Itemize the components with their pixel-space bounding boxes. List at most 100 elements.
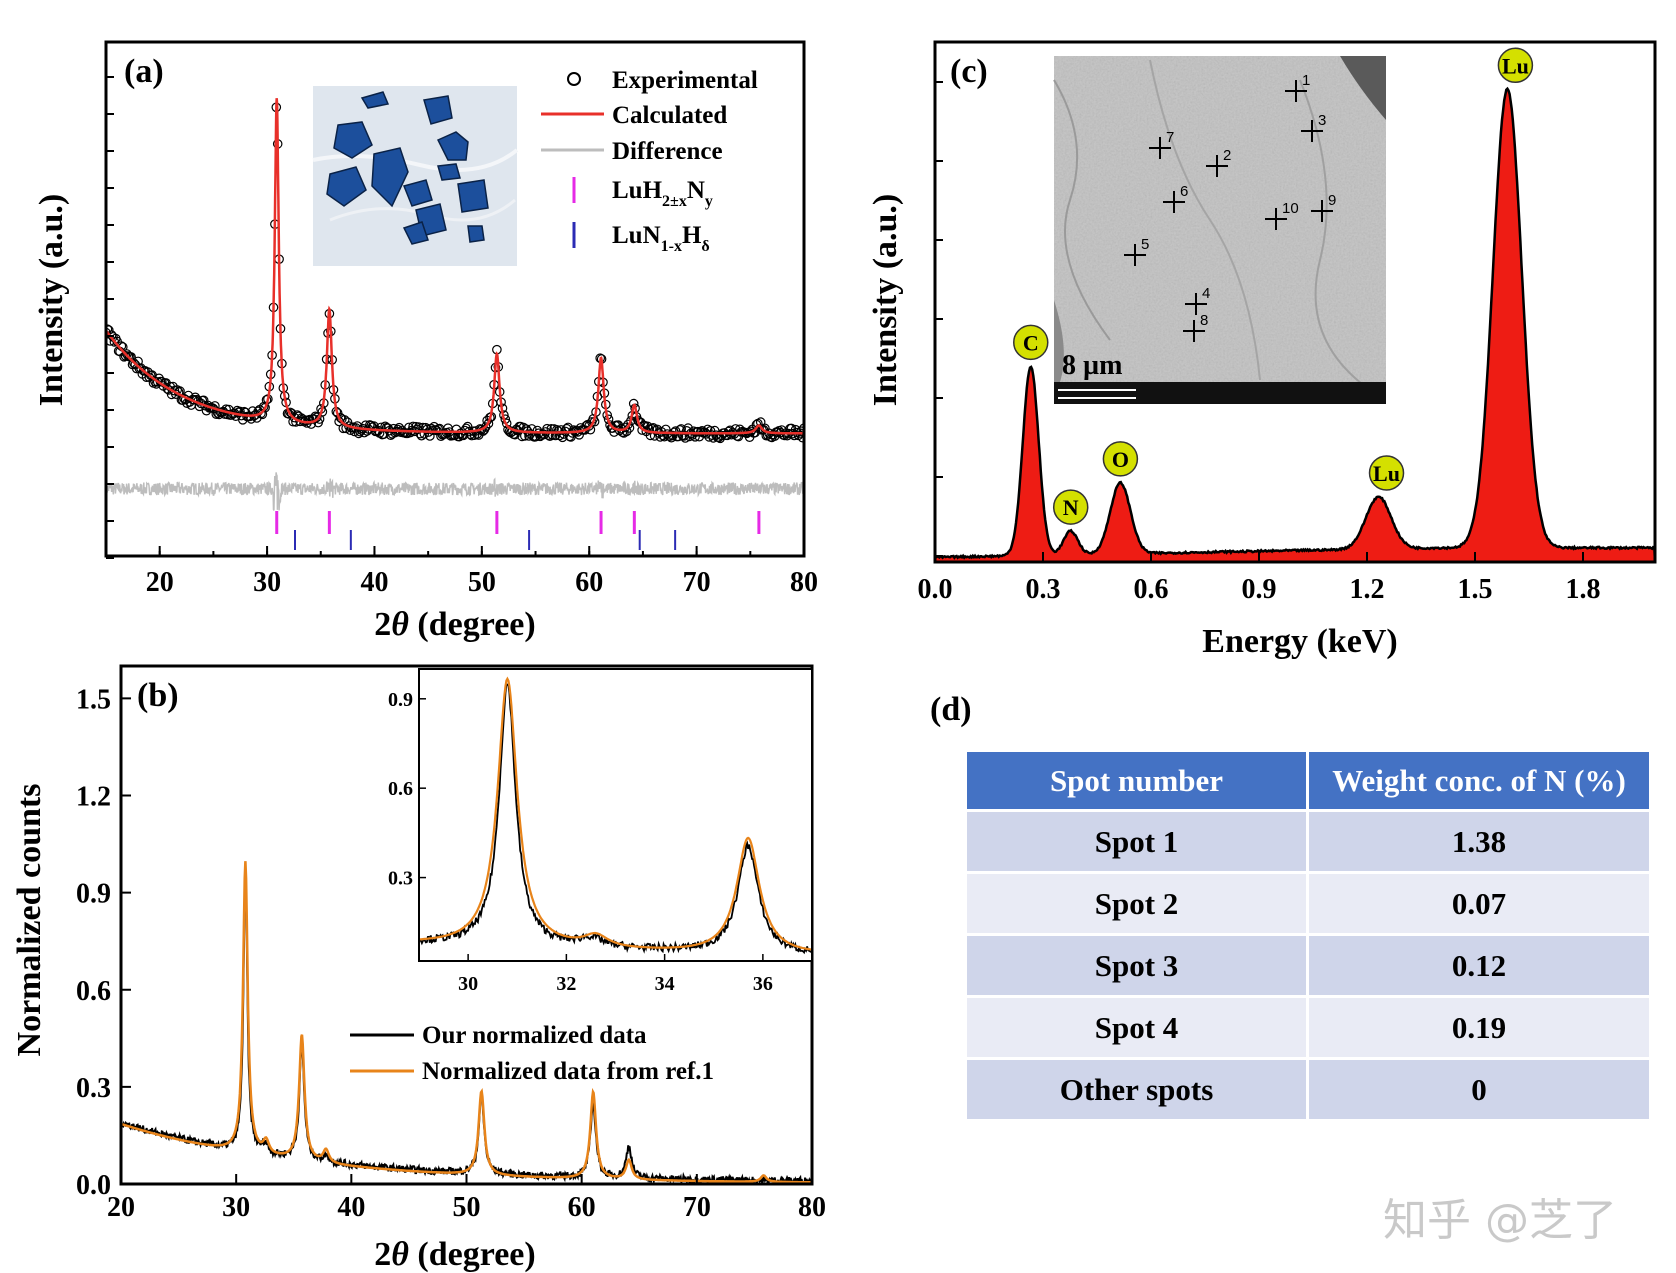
peak-marker-circle — [1052, 489, 1089, 525]
value-cell: 0.12 — [1309, 936, 1652, 998]
spot-number: 5 — [1141, 236, 1149, 253]
normalized-comparison-panel: 20 30 40 50 60 70 80 0.0 0.3 0.6 0.9 1.2 1.5 (b) Nor… — [11, 664, 826, 1273]
value-cell: 0.07 — [1309, 874, 1652, 936]
peak-marker-circle — [1497, 47, 1534, 84]
experimental-point — [716, 430, 727, 441]
legend-experimental: Experimental — [612, 67, 758, 94]
x-tick-label: 0.9 — [1242, 574, 1277, 605]
scale-bar-label: 8 µm — [1062, 350, 1122, 381]
x-tick-label: 20 — [107, 1192, 135, 1223]
peak-marker: Lu — [1497, 47, 1534, 84]
spot-number: 8 — [1200, 312, 1208, 329]
peak-marker-circle — [1013, 324, 1049, 361]
spot-cell: Other spots — [967, 1060, 1309, 1122]
experimental-point — [620, 422, 631, 433]
peak-marker: C — [1013, 324, 1049, 361]
calculated-curve — [106, 98, 804, 435]
axis-ticks: 0.0 0.3 0.6 0.9 1.2 1.5 1.8 — [918, 81, 1601, 605]
x-tick-label: 50 — [453, 1192, 481, 1223]
value-cell: 0.19 — [1309, 998, 1652, 1060]
peak-label: Lu — [1502, 53, 1529, 78]
inset-series-our — [419, 683, 812, 955]
table-row: Other spots 0 — [967, 1060, 1652, 1122]
sem-spot-marker: 7 — [1149, 129, 1174, 159]
inset-x-tick-label: 32 — [556, 973, 576, 995]
y-tick-label: 0.3 — [76, 1073, 111, 1104]
experimental-point — [306, 419, 316, 429]
inset-y-tick-label: 0.3 — [388, 868, 413, 890]
peak-label: Lu — [1373, 461, 1400, 486]
inset-x-tick-label: 34 — [655, 973, 675, 995]
y-tick-label: 0.6 — [76, 976, 111, 1007]
spot-cell: Spot 1 — [967, 812, 1309, 874]
x-tick-label: 80 — [798, 1192, 826, 1223]
legend-our: Our normalized data — [422, 1022, 647, 1049]
spot-cell: Spot 3 — [967, 936, 1309, 998]
panel-label-c: (c) — [950, 53, 988, 90]
peak-marker-circle — [1368, 455, 1405, 491]
peak-marker-circle — [1102, 441, 1139, 477]
peak-marker: N — [1052, 489, 1089, 525]
experimental-point — [311, 412, 322, 423]
sem-spot-marker: 8 — [1183, 312, 1208, 342]
spot-number: 2 — [1223, 147, 1231, 164]
x-tick-label: 1.2 — [1350, 574, 1385, 605]
x-tick-label: 30 — [222, 1192, 250, 1223]
y-axis-title: Intensity (a.u.) — [33, 194, 70, 407]
sem-spot-marker: 2 — [1206, 147, 1231, 177]
spot-number: 3 — [1318, 112, 1326, 129]
spot-number: 1 — [1302, 72, 1310, 89]
x-tick-label: 80 — [790, 567, 818, 598]
spot-cell: Spot 2 — [967, 874, 1309, 936]
eds-plot-area: C N O Lu Lu — [935, 47, 1655, 562]
xrd-refinement-panel: 20 30 40 50 60 70 80 (a) Intensity (a.u.) 2θ (… — [33, 40, 818, 643]
experimental-point — [617, 427, 628, 437]
sample-photo-inset — [312, 86, 519, 266]
spot-number: 6 — [1180, 183, 1188, 200]
spot-number: 10 — [1282, 200, 1299, 217]
x-tick-label: 50 — [468, 567, 496, 598]
sem-spot-marker: 3 — [1301, 112, 1326, 142]
inset-series-ref — [419, 676, 812, 951]
x-tick-label: 70 — [683, 567, 711, 598]
experimental-point — [709, 425, 720, 436]
difference-curve — [106, 472, 804, 511]
x-tick-label: 60 — [568, 1192, 596, 1223]
plot-frame — [933, 40, 1657, 564]
plot-frame — [104, 40, 806, 558]
y-tick-label: 1.5 — [76, 684, 111, 715]
table-row: Spot 3 0.12 — [967, 936, 1652, 998]
x-tick-label: 70 — [683, 1192, 711, 1223]
inset-y-tick-label: 0.9 — [388, 689, 413, 711]
x-tick-label: 0.3 — [1026, 574, 1061, 605]
peak-label: O — [1112, 447, 1129, 472]
nitrogen-concentration-table: Spot number Weight conc. of N (%) Spot 1… — [967, 752, 1652, 1122]
header-weight-conc: Weight conc. of N (%) — [1309, 752, 1652, 812]
inset-frame — [418, 668, 813, 962]
value-cell: 0 — [1309, 1060, 1652, 1122]
experimental-point — [120, 350, 131, 361]
sem-spot-marker: 1 — [1285, 72, 1310, 102]
x-tick-label: 0.0 — [918, 574, 953, 605]
sem-spot-marker: 5 — [1124, 236, 1149, 266]
legend-ref: Normalized data from ref.1 — [422, 1058, 714, 1085]
x-axis-title: Energy (keV) — [1202, 623, 1397, 660]
table-row: Spot 4 0.19 — [967, 998, 1652, 1060]
panel-label-d: (d) — [930, 691, 972, 728]
sem-spot-marker: 9 — [1311, 192, 1336, 222]
x-tick-label: 60 — [575, 567, 603, 598]
inset-x-tick-label: 30 — [458, 973, 478, 995]
x-axis-title: 2θ (degree) — [374, 1236, 535, 1273]
y-axis-title: Normalized counts — [11, 784, 48, 1057]
x-tick-label: 1.5 — [1458, 574, 1493, 605]
inset-x-tick-label: 36 — [753, 973, 773, 995]
panel-label-b: (b) — [137, 677, 179, 714]
spot-cell: Spot 4 — [967, 998, 1309, 1060]
experimental-point — [543, 430, 554, 440]
legend-calculated: Calculated — [612, 102, 727, 129]
legend-luh: LuH2±xNy — [612, 177, 713, 210]
inset-y-tick-label: 0.6 — [388, 778, 413, 800]
legend-lun: LuN1-xHδ — [612, 222, 710, 255]
spot-number: 7 — [1166, 129, 1174, 146]
panel-label-a: (a) — [124, 53, 164, 90]
